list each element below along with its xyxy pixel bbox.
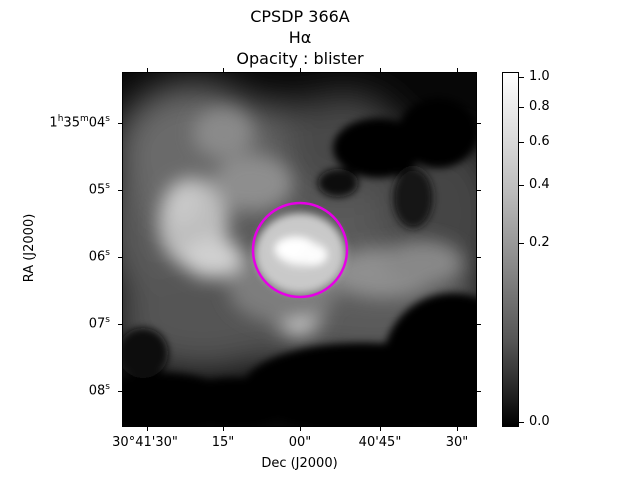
figure-subtitle-band: Hα	[288, 28, 312, 47]
aperture-circle	[251, 201, 349, 299]
x-tick-bottom	[223, 427, 224, 431]
colorbar-tick	[519, 422, 524, 423]
colorbar-tick	[519, 107, 524, 108]
image-panel	[122, 72, 477, 427]
x-tick-top	[300, 68, 301, 72]
colorbar-label: 0.4	[529, 177, 550, 192]
x-tick-bottom	[147, 427, 148, 431]
colorbar-tick	[519, 77, 524, 78]
x-tick-label: 30°41'30"	[112, 435, 178, 450]
colorbar-label: 0.0	[529, 414, 550, 429]
x-tick-bottom	[457, 427, 458, 431]
x-tick-label: 40'45"	[358, 435, 402, 450]
x-tick-top	[147, 68, 148, 72]
colorbar-label: 0.2	[529, 235, 550, 250]
x-tick-label: 00"	[288, 435, 312, 450]
y-tick-label: 05s	[88, 181, 110, 198]
y-tick-right	[477, 324, 481, 325]
colorbar-tick	[519, 185, 524, 186]
y-tick-right	[477, 123, 481, 124]
colorbar-label: 0.8	[529, 99, 550, 114]
colorbar-tick	[519, 142, 524, 143]
y-tick-label: 1h35m04s	[49, 114, 110, 131]
y-tick-right	[477, 257, 481, 258]
y-tick-label: 06s	[88, 248, 110, 265]
y-tick-right	[477, 391, 481, 392]
x-tick-label: 15"	[211, 435, 235, 450]
x-tick-top	[223, 68, 224, 72]
figure-subtitle-opacity: Opacity : blister	[236, 49, 364, 68]
colorbar-label: 1.0	[529, 69, 550, 84]
x-tick-top	[457, 68, 458, 72]
colorbar-tick	[519, 243, 524, 244]
y-tick-left	[118, 391, 122, 392]
x-tick-bottom	[380, 427, 381, 431]
y-tick-left	[118, 123, 122, 124]
x-tick-label: 30"	[445, 435, 469, 450]
y-tick-left	[118, 190, 122, 191]
y-tick-left	[118, 324, 122, 325]
halpha-image	[123, 73, 476, 426]
x-axis-title: Dec (J2000)	[261, 456, 338, 471]
x-tick-top	[380, 68, 381, 72]
y-axis-title: RA (J2000)	[22, 213, 37, 283]
colorbar-label: 0.6	[529, 134, 550, 149]
y-tick-left	[118, 257, 122, 258]
x-tick-bottom	[300, 427, 301, 431]
figure-title: CPSDP 366A	[250, 7, 350, 26]
y-tick-label: 07s	[88, 315, 110, 332]
colorbar	[502, 72, 519, 427]
y-tick-label: 08s	[88, 382, 110, 399]
y-tick-right	[477, 190, 481, 191]
